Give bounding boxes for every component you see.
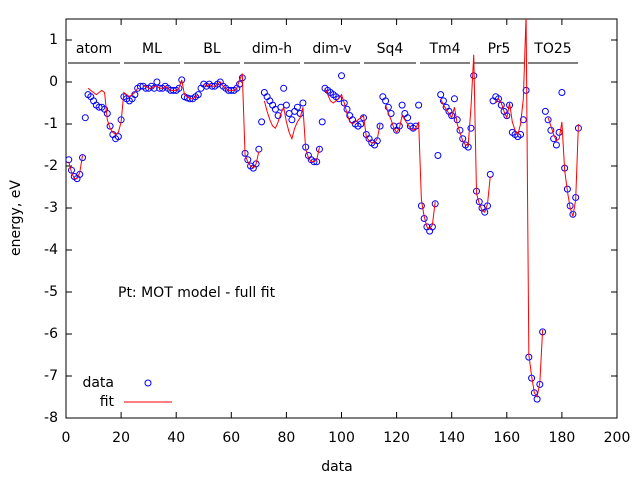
data-point: [558, 89, 566, 96]
x-tick-label: 60: [222, 430, 240, 446]
group-label: atom: [76, 41, 112, 57]
data-point: [450, 95, 458, 103]
data-point: [175, 84, 183, 92]
data-point: [338, 72, 345, 80]
group-label: Pr5: [488, 41, 511, 57]
data-point: [318, 118, 326, 126]
data-point: [552, 141, 560, 149]
group-label: TO25: [533, 41, 571, 57]
x-tick-label: 120: [383, 430, 410, 446]
y-tick-label: -4: [44, 242, 58, 258]
data-point: [178, 76, 186, 84]
data-point: [506, 101, 514, 109]
group-label: dim-h: [252, 41, 292, 57]
x-tick-label: 20: [112, 430, 130, 446]
data-point: [431, 200, 439, 208]
plot-area: [66, 19, 582, 403]
data-point: [417, 202, 425, 210]
data-point: [340, 99, 348, 107]
legend-symbol: [144, 379, 152, 387]
x-tick-label: 140: [438, 430, 465, 446]
data-point: [194, 91, 202, 99]
data-point: [541, 107, 549, 115]
y-tick-label: -7: [44, 368, 58, 384]
x-tick-label: 200: [604, 430, 631, 446]
data-point: [335, 95, 343, 103]
data-point: [555, 128, 563, 136]
x-tick-label: 0: [62, 430, 71, 446]
data-point: [153, 78, 161, 86]
data-point: [437, 91, 445, 99]
x-tick-label: 100: [328, 430, 355, 446]
y-tick-label: -6: [44, 326, 58, 342]
data-point: [293, 103, 301, 111]
group-label: Sq4: [377, 41, 404, 57]
group-label: ML: [142, 41, 162, 57]
y-tick-label: 1: [49, 32, 58, 48]
data-point: [467, 124, 475, 132]
data-point: [384, 103, 392, 111]
y-tick-label: -1: [44, 116, 58, 132]
y-tick-label: -2: [44, 158, 58, 174]
x-tick-label: 180: [549, 430, 576, 446]
data-point: [252, 160, 260, 168]
data-point: [495, 95, 503, 103]
y-tick-label: -8: [44, 410, 58, 426]
data-point: [258, 118, 266, 126]
y-tick-label: -5: [44, 284, 58, 300]
group-label: Tm4: [428, 41, 460, 57]
data-point: [274, 112, 282, 120]
y-tick-label: -3: [44, 200, 58, 216]
x-tick-label: 80: [277, 430, 295, 446]
data-point: [415, 101, 423, 109]
group-label: BL: [203, 41, 221, 57]
data-point: [382, 97, 390, 105]
data-point: [280, 84, 288, 92]
data-point: [519, 116, 527, 124]
fit-line: [68, 19, 579, 399]
data-point: [544, 116, 552, 124]
y-axis-label: energy, eV: [8, 180, 24, 256]
data-point: [114, 133, 122, 141]
data-point: [315, 145, 323, 153]
data-point: [398, 101, 406, 109]
data-point: [79, 154, 87, 162]
data-point: [376, 122, 384, 130]
y-tick-label: 0: [49, 74, 58, 90]
data-point: [481, 208, 489, 216]
data-point: [81, 114, 89, 122]
data-point: [404, 114, 412, 122]
legend-label: data: [82, 375, 114, 391]
plot-border: [65, 18, 618, 419]
data-point: [282, 101, 290, 109]
data-point: [522, 86, 530, 94]
data-point: [569, 210, 577, 218]
legend-label: fit: [100, 394, 115, 410]
x-tick-label: 40: [167, 430, 185, 446]
annotation: Pt: MOT model - full fit: [118, 285, 276, 301]
data-point: [357, 120, 365, 128]
data-point: [299, 99, 307, 107]
data-point: [434, 152, 442, 159]
x-axis-label: data: [321, 459, 353, 475]
group-label: dim-v: [312, 41, 351, 57]
x-tick-label: 160: [493, 430, 520, 446]
data-point: [288, 116, 296, 124]
